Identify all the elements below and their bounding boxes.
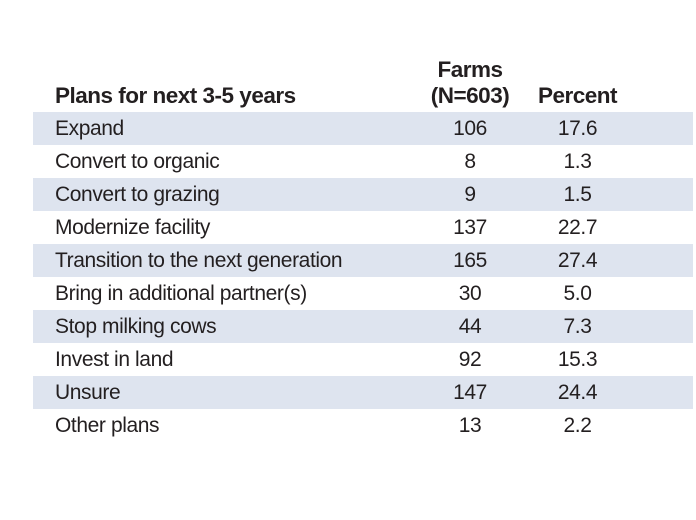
percent-cell: 17.6 — [557, 116, 598, 140]
column-header-percent: Percent — [537, 83, 618, 108]
percent-cell: 2.2 — [563, 413, 592, 437]
plan-cell: Bring in additional partner(s) — [55, 281, 307, 305]
table-body: Expand 106 17.6 Convert to organic 8 1.3 Conve… — [33, 112, 693, 442]
farms-cell: 8 — [464, 149, 476, 173]
table-row: Invest in land 92 15.3 — [33, 343, 693, 376]
farms-cell: 106 — [453, 116, 487, 140]
percent-cell: 27.4 — [557, 248, 598, 272]
plan-cell: Expand — [55, 116, 124, 140]
percent-cell: 15.3 — [557, 347, 598, 371]
plan-cell: Convert to grazing — [55, 182, 220, 206]
table-row: Expand 106 17.6 — [33, 112, 693, 145]
farms-cell: 165 — [453, 248, 487, 272]
plan-cell: Stop milking cows — [55, 314, 217, 338]
table-row: Bring in additional partner(s) 30 5.0 — [33, 277, 693, 310]
farms-cell: 13 — [458, 413, 482, 437]
plan-cell: Other plans — [55, 413, 160, 437]
table-row: Modernize facility 137 22.7 — [33, 211, 693, 244]
column-header-farms-line1: Farms — [437, 57, 503, 82]
farms-cell: 44 — [458, 314, 482, 338]
percent-cell: 7.3 — [563, 314, 592, 338]
farms-cell: 30 — [458, 281, 482, 305]
percent-cell: 1.5 — [563, 182, 592, 206]
table-row: Convert to grazing 9 1.5 — [33, 178, 693, 211]
plan-cell: Convert to organic — [55, 149, 220, 173]
plan-cell: Invest in land — [55, 347, 174, 371]
plans-table: Plans for next 3-5 years Farms (N=603) P… — [33, 50, 693, 442]
table-row: Unsure 147 24.4 — [33, 376, 693, 409]
percent-cell: 5.0 — [563, 281, 592, 305]
plan-cell: Transition to the next generation — [55, 248, 343, 272]
percent-cell: 24.4 — [557, 380, 598, 404]
percent-cell: 22.7 — [557, 215, 598, 239]
column-header-farms: Farms (N=603) — [410, 57, 530, 109]
percent-cell: 1.3 — [563, 149, 592, 173]
table-row: Other plans 13 2.2 — [33, 409, 693, 442]
column-header-plans: Plans for next 3-5 years — [55, 83, 296, 108]
table-row: Transition to the next generation 165 27.4 — [33, 244, 693, 277]
farms-cell: 92 — [458, 347, 482, 371]
column-header-farms-line2: (N=603) — [430, 83, 510, 108]
table-row: Convert to organic 8 1.3 — [33, 145, 693, 178]
table-header-row: Plans for next 3-5 years Farms (N=603) P… — [33, 50, 693, 112]
farms-cell: 9 — [464, 182, 476, 206]
plan-cell: Unsure — [55, 380, 121, 404]
farms-cell: 137 — [453, 215, 487, 239]
farms-cell: 147 — [453, 380, 487, 404]
table-row: Stop milking cows 44 7.3 — [33, 310, 693, 343]
plan-cell: Modernize facility — [55, 215, 211, 239]
